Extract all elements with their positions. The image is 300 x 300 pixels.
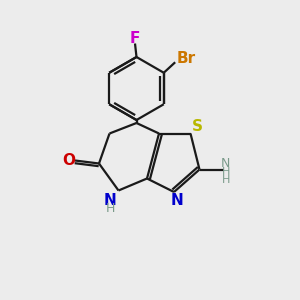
Text: Br: Br — [177, 51, 196, 66]
Text: H: H — [222, 167, 230, 177]
Text: S: S — [192, 119, 203, 134]
Text: H: H — [222, 175, 230, 185]
Text: N: N — [104, 193, 116, 208]
Text: O: O — [62, 153, 75, 168]
Text: N: N — [171, 193, 183, 208]
Text: F: F — [130, 31, 140, 46]
Text: N: N — [221, 157, 231, 170]
Text: H: H — [105, 202, 115, 215]
